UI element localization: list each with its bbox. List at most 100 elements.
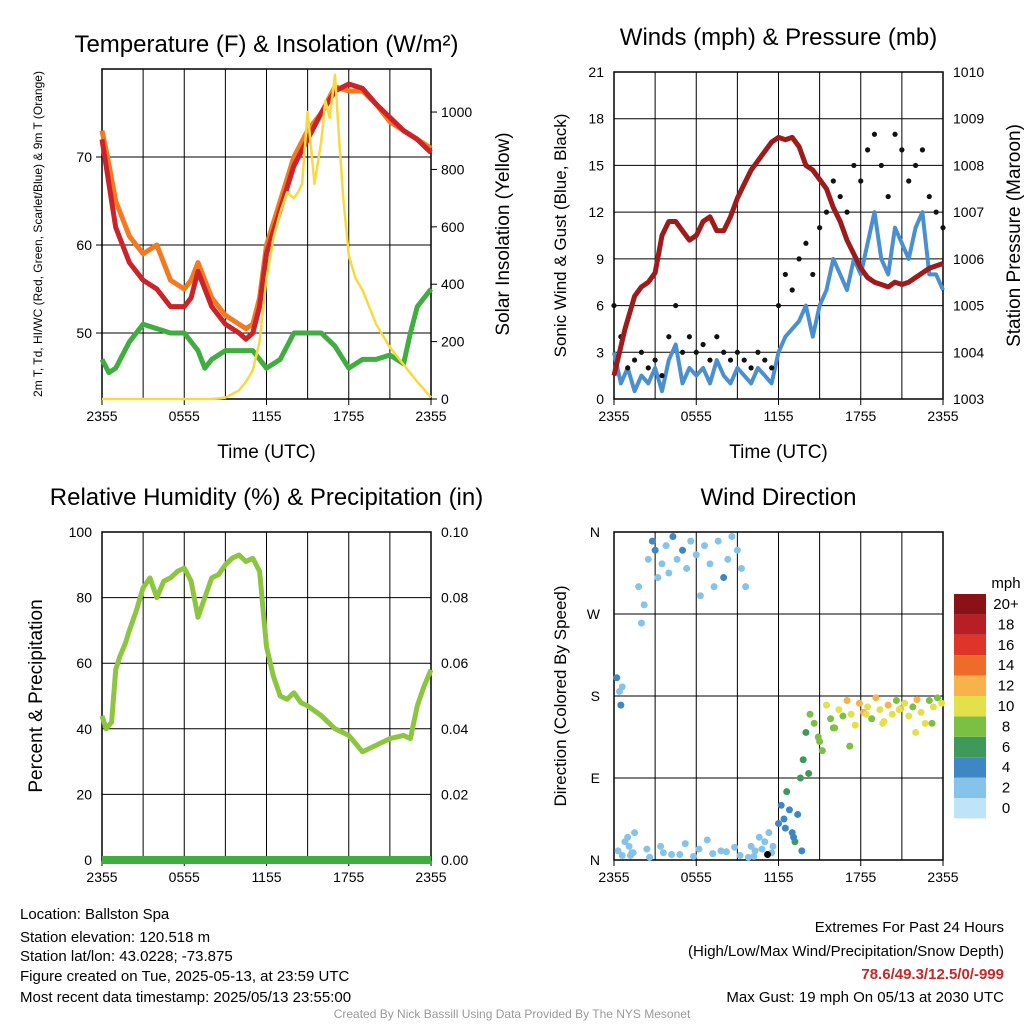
gust-point	[817, 225, 823, 231]
y-tick-label: 100	[69, 524, 93, 540]
direction-point	[827, 715, 835, 723]
x-tick-label: 0555	[169, 869, 200, 885]
direction-point	[625, 842, 633, 850]
direction-point	[839, 712, 847, 720]
direction-point	[934, 694, 942, 702]
direction-point	[747, 842, 755, 850]
y-axis-label-temperature: 2m T, Td, HI/WC (Red, Green, Scarlet/Blu…	[31, 71, 45, 397]
legend-label: 12	[998, 678, 1015, 695]
direction-point	[614, 847, 622, 855]
legend-label: 10	[998, 698, 1015, 715]
y-tick-label: 70	[76, 149, 92, 165]
direction-point	[851, 721, 859, 729]
legend-label: 14	[998, 657, 1015, 674]
chart-title-temperature: Temperature (F) & Insolation (W/m²)	[74, 31, 458, 58]
gust-point	[748, 365, 754, 371]
legend-swatch	[954, 798, 986, 819]
direction-point	[884, 701, 892, 709]
direction-point	[761, 838, 769, 846]
direction-point	[703, 836, 711, 844]
y-tick-right-label: 1009	[953, 111, 984, 127]
direction-point	[640, 601, 648, 609]
station-location: Location: Ballston Spa	[20, 906, 170, 923]
gust-point	[652, 357, 658, 363]
direction-point	[733, 546, 741, 554]
direction-point	[651, 546, 659, 554]
direction-point	[736, 851, 744, 859]
direction-point	[679, 546, 687, 554]
direction-point	[775, 820, 782, 828]
y-tick-right-label: 0.02	[441, 786, 468, 802]
figure-created: Figure created on Tue, 2025-05-13, at 23…	[20, 968, 350, 985]
station-elevation: Station elevation: 120.518 m	[20, 929, 211, 946]
x-tick-label: 2355	[415, 408, 446, 424]
direction-point	[925, 697, 933, 705]
direction-point	[751, 847, 759, 855]
direction-point	[764, 851, 772, 859]
direction-point	[912, 728, 920, 736]
gust-point	[679, 349, 686, 355]
rh-series	[99, 552, 434, 755]
direction-point	[658, 560, 666, 568]
x-tick-label: 1155	[763, 869, 793, 885]
direction-point	[843, 697, 851, 705]
y-axis-label-humidity: Percent & Precipitation	[26, 599, 47, 792]
gust-point	[659, 373, 665, 379]
gust-point	[940, 225, 946, 231]
direction-point	[700, 542, 708, 550]
direction-point	[905, 712, 913, 720]
legend-label: 8	[1002, 718, 1010, 735]
y-tick-label: 60	[76, 237, 92, 253]
y-tick-label: 80	[76, 590, 92, 606]
direction-point	[635, 583, 643, 591]
y-tick-label: W	[587, 606, 601, 622]
legend-label: 6	[1002, 739, 1010, 756]
x-axis-label: Time (UTC)	[729, 442, 828, 463]
y-tick-right-label: 1007	[953, 204, 984, 220]
y-axis-label-direction: Direction (Colored By Speed)	[551, 585, 570, 806]
y-tick-label: N	[590, 852, 600, 868]
legend-swatch	[954, 696, 986, 717]
gust-point	[782, 271, 788, 278]
y-axis-label-wind: Sonic Wind & Gust (Blue, Black)	[551, 114, 570, 358]
gust-point	[803, 240, 809, 246]
direction-point	[731, 843, 739, 851]
y-tick-right-label: 400	[441, 276, 465, 292]
y-tick-label: 9	[596, 251, 604, 267]
legend-swatch	[954, 655, 986, 676]
direction-point	[617, 701, 625, 709]
y-tick-label: 6	[596, 298, 604, 314]
wind-series	[612, 210, 945, 394]
gust-point	[714, 334, 720, 340]
chart-title-direction: Wind Direction	[700, 484, 856, 511]
y-axis-label-insolation: Solar Insolation (Yellow)	[493, 132, 514, 335]
y-tick-right-label: 1010	[953, 64, 984, 80]
gust-point	[796, 256, 802, 262]
x-tick-label: 2355	[927, 408, 958, 424]
direction-point	[928, 719, 936, 727]
direction-point	[750, 852, 758, 860]
direction-point	[822, 701, 830, 709]
gust-point	[707, 357, 713, 363]
y-tick-label: 3	[596, 344, 604, 360]
y-tick-label: 0	[84, 852, 92, 868]
direction-point	[765, 829, 773, 837]
direction-point	[624, 833, 632, 841]
direction-point	[846, 742, 854, 750]
direction-point	[681, 840, 689, 848]
direction-point	[810, 719, 818, 727]
direction-point	[676, 851, 684, 859]
direction-point	[818, 747, 826, 755]
direction-point	[662, 542, 670, 550]
chart-title-humidity: Relative Humidity (%) & Precipitation (i…	[50, 484, 483, 511]
direction-point	[618, 851, 626, 859]
x-tick-label: 0555	[681, 408, 712, 424]
direction-point	[722, 848, 730, 856]
y-tick-right-label: 0	[441, 391, 449, 407]
gust-point	[899, 147, 905, 153]
direction-point	[696, 592, 704, 600]
x-tick-label: 0555	[169, 408, 200, 424]
legend-swatch	[954, 675, 986, 696]
direction-point	[783, 788, 791, 796]
